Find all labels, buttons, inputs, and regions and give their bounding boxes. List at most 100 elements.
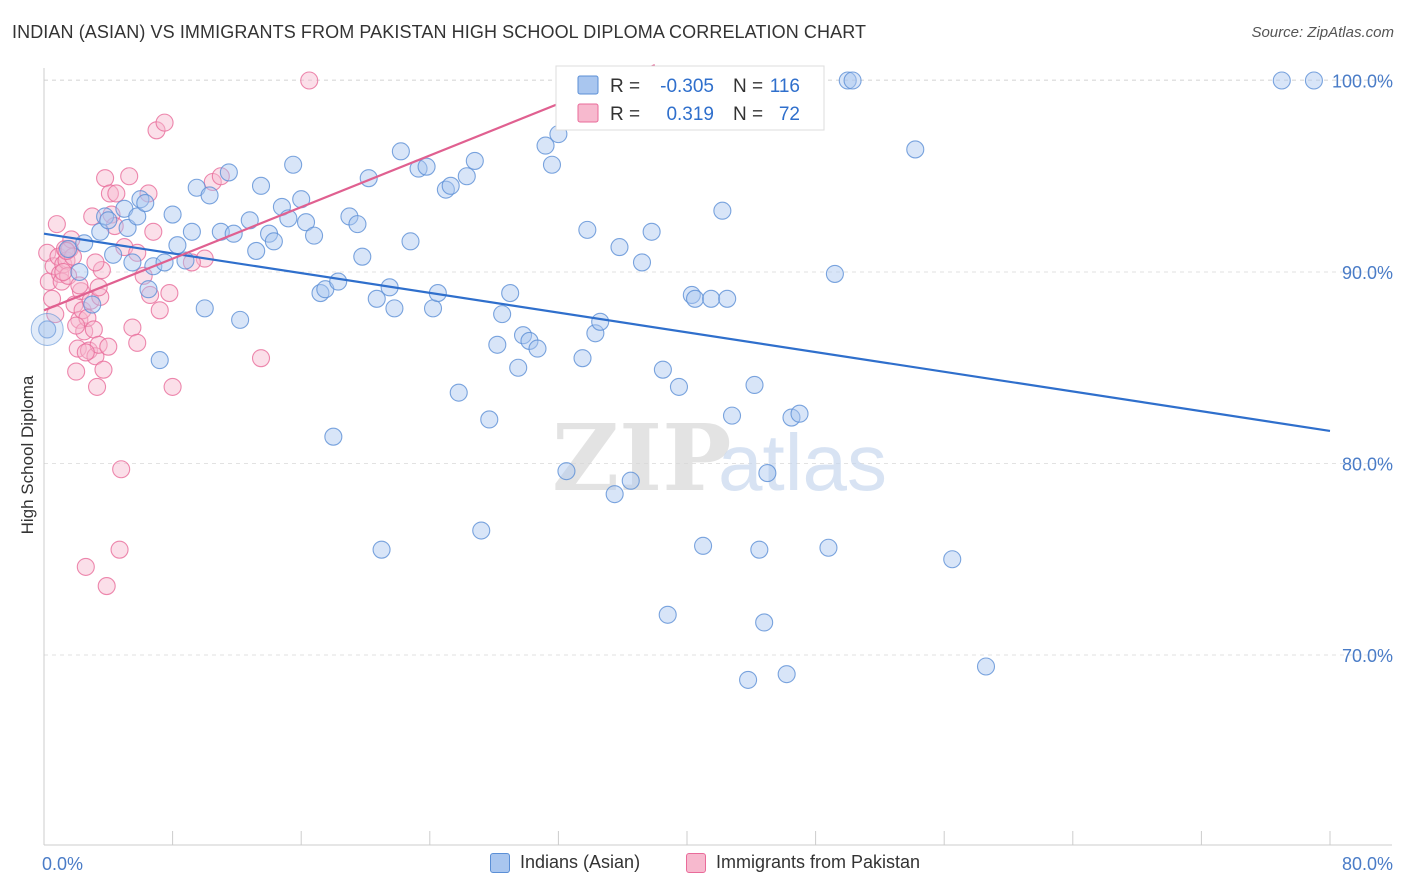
indian-point-24 — [195, 299, 214, 318]
indian-point-78 — [573, 349, 592, 368]
indian-point-106 — [825, 264, 844, 283]
indian-point-34 — [264, 232, 283, 251]
pakistan-point-41 — [112, 460, 131, 479]
pakistan-point-39 — [107, 184, 126, 203]
series-pakistan-points — [38, 71, 656, 596]
pakistan-point-66 — [76, 343, 95, 362]
pakistan-point-33 — [94, 360, 113, 379]
indian-point-72 — [528, 339, 547, 358]
pakistan-point-4 — [47, 215, 66, 234]
pakistan-point-35 — [97, 577, 116, 596]
trend-line-pakistan — [43, 64, 656, 312]
pakistan-point-60 — [86, 253, 105, 272]
indian-point-46 — [348, 215, 367, 234]
indian-point-113 — [1304, 71, 1323, 90]
indian-point-27 — [219, 163, 238, 182]
indian-point-32 — [251, 176, 271, 195]
pakistan-point-32 — [92, 261, 111, 280]
legend-n-value-1: 116 — [770, 76, 800, 97]
indian-point-22 — [182, 222, 201, 241]
indian-point-109 — [906, 140, 925, 159]
indian-point-37 — [284, 155, 303, 174]
legend-n-label-2: N = — [733, 104, 763, 125]
indian-point-12 — [128, 207, 147, 226]
indian-point-94 — [713, 201, 732, 220]
indian-point-3 — [75, 234, 94, 253]
indian-point-14 — [136, 194, 155, 213]
y-tick-label-2: 90.0% — [1342, 263, 1393, 283]
watermark-zip: ZIP — [552, 404, 731, 512]
indian-point-79 — [578, 220, 597, 239]
indian-point-98 — [745, 375, 764, 395]
pakistan-point-69 — [67, 316, 86, 335]
y-tick-label-3: 100.0% — [1332, 72, 1393, 92]
pakistan-point-36 — [99, 337, 118, 356]
pakistan-point-16 — [67, 362, 86, 381]
pakistan-point-27 — [84, 320, 103, 339]
pakistan-point-67 — [182, 253, 201, 272]
pakistan-point-45 — [128, 333, 147, 352]
indian-point-83 — [610, 238, 629, 257]
legend-r-value-2: 0.319 — [666, 104, 714, 125]
legend-pink-swatch — [577, 103, 599, 123]
indian-point-81 — [591, 312, 610, 331]
indian-point-large — [30, 312, 64, 346]
indian-point-20 — [168, 236, 187, 255]
indian-point-40 — [305, 226, 324, 245]
chart-source: Source: ZipAtlas.com — [1251, 24, 1394, 41]
indian-point-53 — [391, 142, 410, 161]
indian-point-99 — [750, 540, 769, 559]
indian-point-69 — [509, 358, 528, 377]
indian-point-95 — [718, 289, 737, 308]
legend-n-label-1: N = — [733, 76, 763, 97]
indian-point-91 — [685, 289, 705, 308]
indian-point-39 — [296, 213, 316, 232]
indian-point-63 — [465, 151, 484, 170]
pakistan-point-57 — [251, 349, 271, 368]
indian-point-8 — [104, 245, 123, 264]
pakistan-point-43 — [120, 167, 139, 186]
pakistan-point-29 — [87, 377, 107, 396]
indian-point-86 — [642, 222, 661, 241]
pakistan-point-71 — [54, 262, 73, 282]
legend-r-label-2: R = — [610, 104, 640, 125]
legend-n-value-2: 72 — [779, 104, 800, 125]
grid-lines — [44, 79, 1390, 656]
indian-point-96 — [722, 406, 742, 425]
y-tick-label-0: 70.0% — [1342, 646, 1393, 666]
indian-point-17 — [150, 351, 169, 370]
legend-blue-swatch — [577, 75, 599, 95]
indian-point-92 — [694, 536, 713, 555]
pakistan-point-28 — [86, 347, 105, 366]
pakistan-point-50 — [150, 301, 169, 320]
watermark-atlas: atlas — [718, 418, 887, 507]
indian-point-101 — [758, 464, 777, 483]
tick-labels: 70.0% 80.0% 90.0% 100.0% 0.0% 80.0% — [42, 72, 1393, 875]
chart-title: INDIAN (ASIAN) VS IMMIGRANTS FROM PAKIST… — [12, 22, 867, 42]
indian-point-29 — [231, 310, 250, 329]
indian-point-44 — [329, 272, 348, 291]
pakistan-point-40 — [110, 540, 129, 559]
indian-point-11 — [123, 253, 142, 272]
indian-point-52 — [385, 299, 404, 318]
indian-point-1 — [59, 239, 78, 259]
pakistan-point-53 — [163, 377, 182, 396]
x-tick-label-1: 80.0% — [1342, 854, 1393, 874]
indian-point-60 — [441, 176, 460, 195]
x-tick-label-0: 0.0% — [42, 854, 83, 874]
indian-point-84 — [621, 471, 640, 490]
pakistan-point-48 — [144, 222, 163, 241]
indian-point-2 — [70, 262, 89, 282]
indian-point-108 — [843, 71, 862, 90]
indian-point-31 — [247, 241, 266, 260]
axes — [43, 68, 1392, 846]
indian-point-49 — [367, 289, 386, 308]
indian-point-93 — [702, 289, 721, 308]
pakistan-point-52 — [160, 284, 179, 303]
indian-point-82 — [605, 485, 624, 504]
indian-point-85 — [632, 253, 652, 272]
indian-point-47 — [353, 247, 372, 266]
legend-r-label-1: R = — [610, 76, 640, 97]
indian-point-54 — [401, 232, 420, 251]
